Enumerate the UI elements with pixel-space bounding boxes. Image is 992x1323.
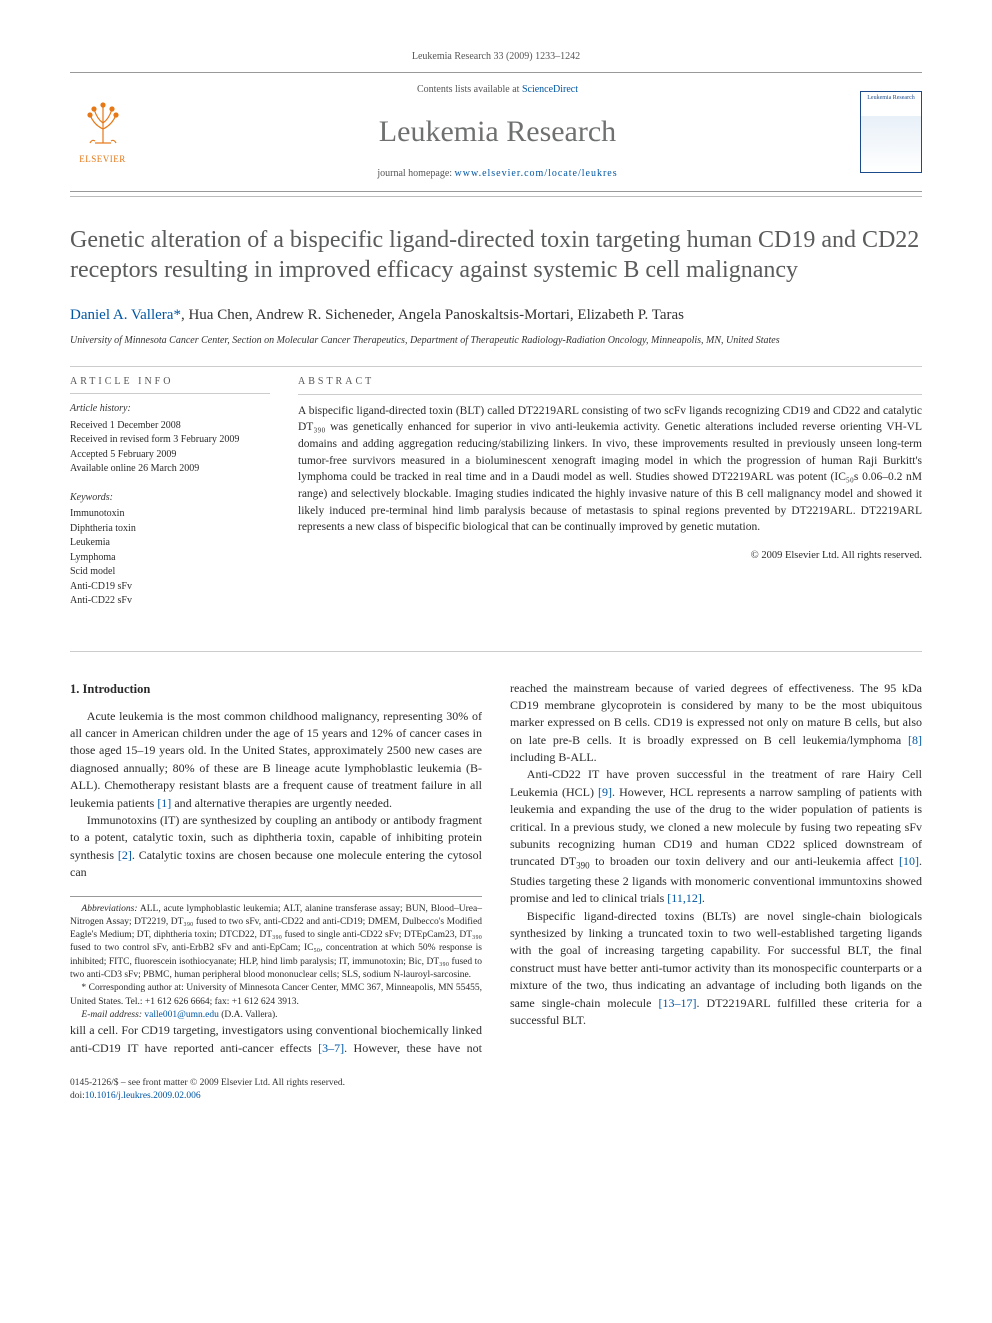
sciencedirect-link[interactable]: ScienceDirect — [522, 84, 578, 95]
corresponding-footnote: * Corresponding author at: University of… — [70, 982, 482, 1009]
journal-homepage-link[interactable]: www.elsevier.com/locate/leukres — [455, 168, 618, 179]
ref-link[interactable]: [13–17] — [658, 996, 696, 1010]
keyword: Leukemia — [70, 536, 270, 551]
abbrev-text: ALL, acute lymphoblastic leukemia; ALT, … — [70, 904, 482, 980]
keyword: Lymphoma — [70, 551, 270, 566]
homepage-text: journal homepage: — [377, 168, 454, 179]
article-info-column: article info Article history: Received 1… — [70, 375, 270, 623]
keywords-title: Keywords: — [70, 491, 270, 506]
ref-link[interactable]: [8] — [908, 733, 922, 747]
journal-banner: ELSEVIER Contents lists available at Sci… — [70, 72, 922, 192]
intro-paragraph: Anti-CD22 IT have proven successful in t… — [510, 766, 922, 907]
publisher-logo-block: ELSEVIER — [70, 95, 135, 170]
elsevier-wordmark: ELSEVIER — [79, 153, 126, 166]
keyword: Scid model — [70, 565, 270, 580]
ref-link[interactable]: [10] — [899, 854, 919, 868]
history-item: Accepted 5 February 2009 — [70, 448, 270, 463]
email-label: E-mail address: — [81, 1010, 142, 1020]
contents-text: Contents lists available at — [417, 84, 522, 95]
article-title: Genetic alteration of a bispecific ligan… — [70, 225, 922, 285]
author-name: Angela Panoskaltsis-Mortari — [398, 307, 570, 323]
article-info-label: article info — [70, 375, 270, 394]
author-name: Elizabeth P. Taras — [577, 307, 684, 323]
keywords-block: Keywords: Immunotoxin Diphtheria toxin L… — [70, 491, 270, 609]
intro-paragraph: Acute leukemia is the most common childh… — [70, 708, 482, 812]
intro-heading: 1. Introduction — [70, 680, 482, 698]
intro-paragraph: Bispecific ligand-directed toxins (BLTs)… — [510, 908, 922, 1030]
footer-left: 0145-2126/$ – see front matter © 2009 El… — [70, 1077, 345, 1104]
abstract-label: abstract — [298, 375, 922, 395]
abbreviations-footnote: Abbreviations: ALL, acute lymphoblastic … — [70, 903, 482, 983]
ref-link[interactable]: [3–7] — [318, 1041, 344, 1055]
abstract-column: abstract A bispecific ligand-directed to… — [298, 375, 922, 623]
history-item: Received in revised form 3 February 2009 — [70, 433, 270, 448]
history-item: Available online 26 March 2009 — [70, 462, 270, 477]
citation-line: Leukemia Research 33 (2009) 1233–1242 — [70, 50, 922, 64]
keyword: Anti-CD22 sFv — [70, 594, 270, 609]
journal-homepage-line: journal homepage: www.elsevier.com/locat… — [135, 167, 860, 181]
ref-link[interactable]: [9] — [598, 785, 612, 799]
abbrev-label: Abbreviations: — [81, 904, 137, 914]
article-history-block: Article history: Received 1 December 200… — [70, 402, 270, 477]
body-two-column: 1. Introduction Acute leukemia is the mo… — [70, 680, 922, 1057]
intro-paragraph: Immunotoxins (IT) are synthesized by cou… — [70, 812, 482, 882]
corresponding-marker[interactable]: * — [173, 307, 181, 323]
ref-link[interactable]: [1] — [157, 796, 171, 810]
issn-line: 0145-2126/$ – see front matter © 2009 El… — [70, 1077, 345, 1090]
author-link[interactable]: Daniel A. Vallera — [70, 307, 173, 323]
email-footnote: E-mail address: valle001@umn.edu (D.A. V… — [70, 1009, 482, 1022]
corr-text: Corresponding author at: University of M… — [70, 983, 482, 1006]
elsevier-logo: ELSEVIER — [70, 95, 135, 170]
footnotes-block: Abbreviations: ALL, acute lymphoblastic … — [70, 896, 482, 1023]
corresponding-email-link[interactable]: valle001@umn.edu — [144, 1010, 218, 1020]
page-footer: 0145-2126/$ – see front matter © 2009 El… — [70, 1077, 922, 1104]
email-name: (D.A. Vallera). — [219, 1010, 278, 1020]
header-rule — [70, 196, 922, 197]
info-abstract-row: article info Article history: Received 1… — [70, 366, 922, 623]
abstract-text: A bispecific ligand-directed toxin (BLT)… — [298, 403, 922, 536]
keyword: Anti-CD19 sFv — [70, 580, 270, 595]
history-item: Received 1 December 2008 — [70, 419, 270, 434]
author-name: Hua Chen — [188, 307, 248, 323]
doi-prefix: doi: — [70, 1091, 85, 1101]
page-container: Leukemia Research 33 (2009) 1233–1242 — [0, 0, 992, 1154]
history-title: Article history: — [70, 402, 270, 417]
abstract-copyright: © 2009 Elsevier Ltd. All rights reserved… — [298, 548, 922, 563]
journal-cover-thumbnail: Leukemia Research — [860, 91, 922, 173]
elsevier-tree-icon — [80, 99, 126, 151]
affiliation: University of Minnesota Cancer Center, S… — [70, 334, 922, 348]
cover-thumb-title: Leukemia Research — [867, 95, 914, 102]
author-name: Andrew R. Sicheneder — [256, 307, 392, 323]
ref-link[interactable]: [11,12] — [667, 891, 702, 905]
journal-name: Leukemia Research — [135, 111, 860, 153]
contents-available-line: Contents lists available at ScienceDirec… — [135, 83, 860, 97]
doi-link[interactable]: 10.1016/j.leukres.2009.02.006 — [85, 1091, 201, 1101]
ref-link[interactable]: [2] — [118, 848, 132, 862]
banner-center: Contents lists available at ScienceDirec… — [135, 83, 860, 181]
doi-line: doi:10.1016/j.leukres.2009.02.006 — [70, 1090, 345, 1103]
authors-line: Daniel A. Vallera*, Hua Chen, Andrew R. … — [70, 305, 922, 326]
keyword: Diphtheria toxin — [70, 522, 270, 537]
abstract-bottom-rule — [70, 651, 922, 652]
keyword: Immunotoxin — [70, 507, 270, 522]
